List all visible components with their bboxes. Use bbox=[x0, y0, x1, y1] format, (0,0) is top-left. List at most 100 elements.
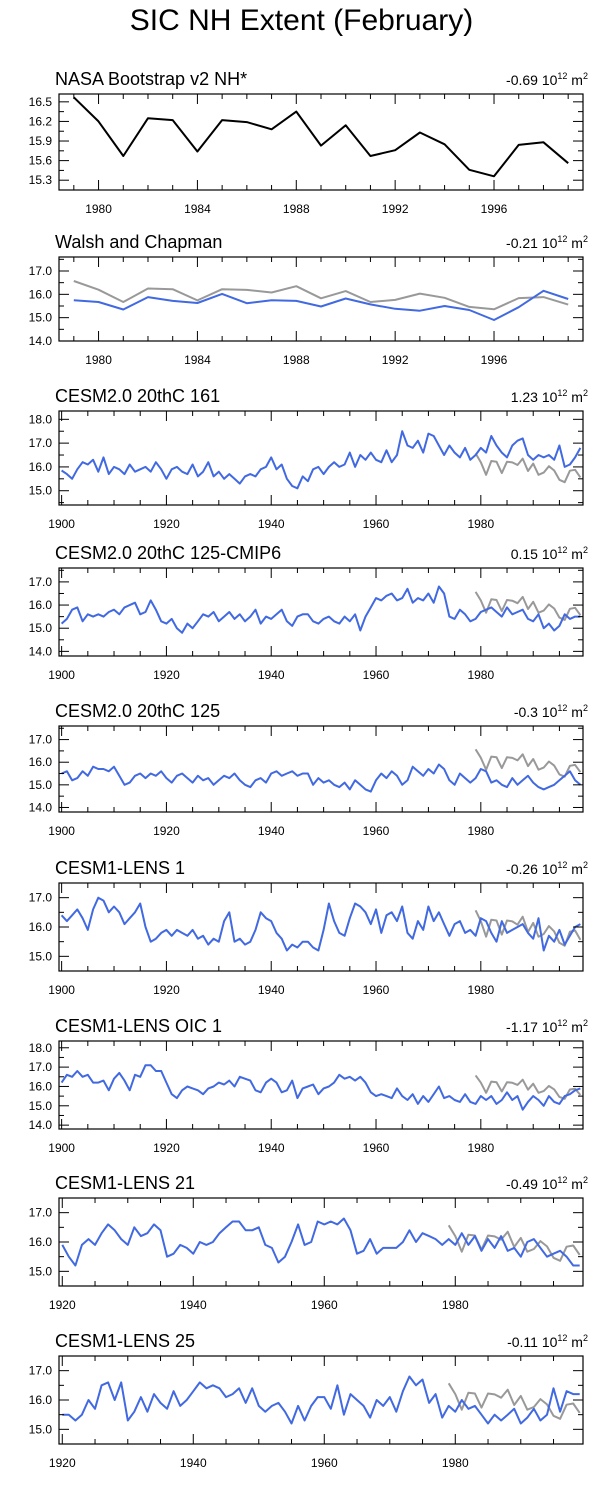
y-tick-label: 16.2 bbox=[29, 114, 53, 128]
plot-frame bbox=[58, 1355, 584, 1445]
plot-frame bbox=[58, 93, 584, 191]
x-tick-label: 1960 bbox=[363, 668, 390, 682]
x-tick-label: 1996 bbox=[481, 202, 508, 216]
x-tick-label: 1988 bbox=[283, 353, 310, 367]
y-tick-label: 15.0 bbox=[29, 1264, 53, 1278]
trend-part: 2 bbox=[583, 703, 588, 713]
trend-part: m bbox=[567, 389, 583, 405]
panel-title: Walsh and Chapman bbox=[55, 232, 222, 252]
y-tick-label: 17.0 bbox=[29, 264, 53, 278]
panel-6: CESM1-LENS 1 -0.26 1012 m2 1900 1920 1940 196… bbox=[29, 858, 588, 997]
series-line-nasa-reference bbox=[447, 1382, 581, 1420]
x-tick-label: 1940 bbox=[258, 517, 285, 531]
trend-part: 12 bbox=[557, 71, 567, 81]
panel-title: CESM2.0 20thC 125 bbox=[55, 701, 220, 721]
x-tick-label: 1980 bbox=[467, 668, 494, 682]
x-tick-label: 1940 bbox=[258, 1141, 285, 1155]
trend-part: 2 bbox=[583, 388, 588, 398]
y-tick-label: 18.0 bbox=[29, 412, 53, 426]
panel-title: CESM1-LENS 1 bbox=[55, 858, 185, 878]
trend-part: m bbox=[567, 546, 583, 562]
trend-part: m bbox=[567, 861, 583, 877]
x-tick-label: 1940 bbox=[180, 1456, 207, 1470]
panel-7: CESM1-LENS OIC 1 -1.17 1012 m2 1900 1920 194… bbox=[29, 1016, 588, 1155]
x-tick-label: 1988 bbox=[283, 202, 310, 216]
x-tick-label: 1920 bbox=[153, 1141, 180, 1155]
y-tick-label: 17.0 bbox=[29, 1206, 53, 1220]
x-tick-label: 1980 bbox=[467, 824, 494, 838]
panel-1: NASA Bootstrap v2 NH* -0.69 1012 m2 1980 19… bbox=[29, 69, 588, 216]
x-tick-label: 1980 bbox=[85, 202, 112, 216]
plot-frame bbox=[58, 410, 584, 506]
series-line-nasa-reference bbox=[474, 452, 582, 484]
x-tick-label: 1940 bbox=[258, 668, 285, 682]
trend-part: 12 bbox=[557, 388, 567, 398]
trend-part: -0.21 10 bbox=[506, 235, 558, 251]
panel-title: CESM2.0 20thC 161 bbox=[55, 386, 220, 406]
trend-part: -0.69 10 bbox=[506, 72, 558, 88]
plot-frame bbox=[58, 567, 584, 657]
x-tick-label: 1900 bbox=[48, 668, 75, 682]
trend-part: -0.49 10 bbox=[506, 1176, 558, 1192]
y-tick-label: 17.0 bbox=[29, 1364, 53, 1378]
x-tick-label: 1920 bbox=[49, 1456, 76, 1470]
trend-part: 2 bbox=[583, 1018, 588, 1028]
panel-9: CESM1-LENS 25 -0.11 1012 m2 1920 1940 1960 19… bbox=[29, 1331, 588, 1470]
x-tick-label: 1920 bbox=[153, 668, 180, 682]
series-line-nasa-reference bbox=[474, 748, 582, 778]
x-tick-label: 1980 bbox=[442, 1298, 469, 1312]
y-tick-label: 16.0 bbox=[29, 460, 53, 474]
x-tick-label: 1980 bbox=[442, 1456, 469, 1470]
y-tick-label: 16.0 bbox=[29, 1235, 53, 1249]
trend-part: m bbox=[567, 72, 583, 88]
y-tick-label: 16.0 bbox=[29, 287, 53, 301]
y-tick-label: 17.0 bbox=[29, 1060, 53, 1074]
series-group bbox=[60, 896, 582, 952]
trend-label: -0.3 1012 m2 bbox=[514, 703, 588, 720]
x-tick-label: 1960 bbox=[363, 517, 390, 531]
x-tick-label: 1984 bbox=[184, 202, 211, 216]
y-tick-label: 14.0 bbox=[29, 800, 53, 814]
x-tick-label: 1992 bbox=[382, 202, 409, 216]
panel-3: CESM2.0 20thC 161 1.23 1012 m2 1900 1920 194… bbox=[29, 386, 588, 531]
trend-label: -0.11 1012 m2 bbox=[507, 1333, 588, 1350]
trend-part: 1.23 10 bbox=[511, 389, 558, 405]
plot-frame bbox=[58, 725, 584, 813]
panel-title: CESM1-LENS OIC 1 bbox=[55, 1016, 222, 1036]
series-group bbox=[61, 1217, 581, 1267]
y-tick-label: 15.0 bbox=[29, 1422, 53, 1436]
series-group bbox=[61, 748, 582, 793]
x-tick-label: 1984 bbox=[184, 353, 211, 367]
series-group bbox=[60, 1064, 582, 1111]
series-line-cesm1-lens-oic-1 bbox=[60, 1064, 581, 1111]
x-tick-label: 1940 bbox=[258, 983, 285, 997]
trend-part: 2 bbox=[583, 1333, 588, 1343]
y-tick-label: 15.0 bbox=[29, 778, 53, 792]
series-line-cesm1-lens-21 bbox=[61, 1217, 580, 1267]
x-tick-label: 1980 bbox=[467, 517, 494, 531]
series-line-cesm2-0-20thc-125-cmip6 bbox=[60, 585, 581, 634]
trend-part: 12 bbox=[557, 1018, 567, 1028]
trend-part: 12 bbox=[557, 545, 567, 555]
x-tick-label: 1960 bbox=[311, 1456, 338, 1470]
y-tick-label: 15.6 bbox=[29, 154, 53, 168]
trend-part: 12 bbox=[557, 703, 567, 713]
trend-part: -0.11 10 bbox=[507, 1334, 558, 1350]
trend-label: 0.15 1012 m2 bbox=[511, 545, 588, 562]
series-line-cesm2-0-20thc-125 bbox=[61, 763, 582, 793]
figure-title: SIC NH Extent (February) bbox=[129, 4, 474, 37]
x-tick-label: 1940 bbox=[258, 824, 285, 838]
y-tick-label: 15.0 bbox=[29, 311, 53, 325]
y-tick-label: 18.0 bbox=[29, 1041, 53, 1055]
series-group bbox=[60, 585, 582, 634]
y-tick-label: 15.0 bbox=[29, 621, 53, 635]
y-tick-label: 15.0 bbox=[29, 1099, 53, 1113]
y-tick-label: 15.0 bbox=[29, 949, 53, 963]
panel-2: Walsh and Chapman -0.21 1012 m2 1980 1984 19… bbox=[29, 232, 588, 367]
trend-part: 2 bbox=[583, 71, 588, 81]
series-line-nasa-reference bbox=[474, 909, 582, 947]
trend-label: -0.69 1012 m2 bbox=[506, 71, 588, 88]
y-tick-label: 17.0 bbox=[29, 891, 53, 905]
trend-part: -0.26 10 bbox=[506, 861, 558, 877]
